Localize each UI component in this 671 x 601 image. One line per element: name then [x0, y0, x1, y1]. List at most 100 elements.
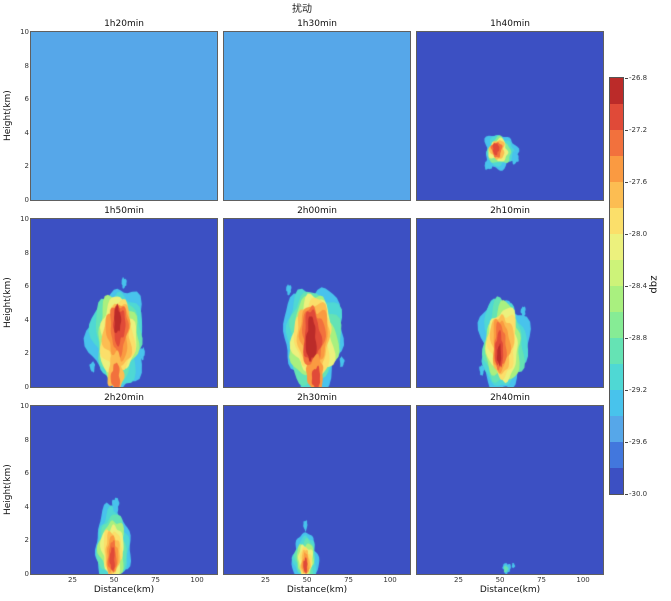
colorbar-tick-label: -29.2: [625, 386, 647, 394]
subplot-title: 2h20min: [104, 393, 144, 403]
y-tick-label: 0: [24, 383, 29, 391]
subplot-field: [31, 219, 217, 387]
subplot-2h00min: 2h00min: [223, 205, 411, 388]
y-tick-label: 8: [24, 248, 29, 257]
subplot-field: [31, 406, 217, 574]
y-tick-label: 4: [24, 315, 29, 324]
x-tick-label: 100: [190, 576, 204, 584]
colorbar-segment: [610, 78, 623, 104]
x-axis-label: Distance(km): [479, 585, 541, 595]
subplot-field: [417, 406, 603, 574]
subplot-title: 1h20min: [104, 19, 144, 29]
x-tick-label: 75: [537, 576, 547, 584]
subplot-field: [417, 219, 603, 387]
colorbar-segment: [610, 182, 623, 208]
colorbar-segment: [610, 442, 623, 468]
subplot-title: 1h40min: [490, 19, 530, 29]
colorbar-label: dbz: [648, 275, 660, 294]
y-tick-label: 6: [24, 282, 29, 291]
colorbar-segment: [610, 468, 623, 494]
subplot-axes: [416, 31, 604, 201]
colorbar-bar: [609, 77, 624, 495]
y-tick-label: 6: [24, 95, 29, 104]
colorbar-tick-label: -28.8: [625, 334, 647, 342]
x-tick-label: 25: [68, 576, 77, 584]
y-tick-label: 10: [20, 402, 29, 410]
colorbar-segment: [610, 390, 623, 416]
colorbar-segment: [610, 130, 623, 156]
y-tick-label: 2: [24, 349, 29, 358]
subplot-field: [224, 32, 410, 200]
y-tick-label: 0: [24, 570, 29, 578]
colorbar-segment: [610, 416, 623, 442]
x-tick-label: 75: [151, 576, 161, 584]
subplot-title: 1h50min: [104, 206, 144, 216]
colorbar-tick-label: -28.0: [625, 230, 647, 238]
x-tick-label: 50: [302, 576, 312, 584]
subplot-axes: [223, 218, 411, 388]
y-tick-label: 8: [24, 61, 29, 70]
colorbar-segment: [610, 286, 623, 312]
subplot-2h40min: 2h40min 25 50 75 100 Distance(km): [416, 392, 604, 595]
colorbar-segment: [610, 156, 623, 182]
x-axis-label: Distance(km): [286, 585, 348, 595]
figure-title: 扰动: [292, 4, 312, 15]
y-tick-label: 2: [24, 536, 29, 545]
subplot-title: 2h00min: [297, 206, 337, 216]
subplot-title: 2h30min: [297, 393, 337, 403]
subplot-axes: [416, 218, 604, 388]
subplot-2h30min: 2h30min 25 50 75 100 Distance(km): [223, 392, 411, 595]
subplot-field: [224, 406, 410, 574]
subplot-field: [31, 32, 217, 200]
colorbar-segment: [610, 104, 623, 130]
subplot-1h30min: 1h30min: [223, 18, 411, 201]
y-tick-label: 10: [20, 28, 29, 36]
x-tick-label: 50: [495, 576, 505, 584]
subplot-title: 2h10min: [490, 206, 530, 216]
x-tick-label: 100: [576, 576, 590, 584]
y-axis-label: Height(km): [3, 464, 13, 516]
colorbar-tick-label: -26.8: [625, 74, 647, 82]
x-tick-label: 50: [109, 576, 119, 584]
y-tick-label: 4: [24, 128, 29, 137]
y-tick-label: 2: [24, 162, 29, 171]
colorbar: -26.8 -27.2 -27.6 -28.0 -28.4 -28.8 -29.2 -29.6…: [604, 17, 661, 601]
figure-body: 1h20min 0 2 4 6 8 10 Height(km) 1h30min 1h40min 1h…: [0, 17, 671, 601]
subplot-title: 2h40min: [490, 393, 530, 403]
x-tick-label: 75: [344, 576, 354, 584]
colorbar-tick-label: -27.2: [625, 126, 647, 134]
subplot-field: [417, 32, 603, 200]
x-axis-label: Distance(km): [93, 585, 155, 595]
y-tick-label: 4: [24, 502, 29, 511]
y-axis-label: Height(km): [3, 90, 13, 142]
y-tick-label: 6: [24, 469, 29, 478]
subplot-axes: 0 2 4 6 8 10 Height(km): [3, 215, 218, 391]
panel-grid: 1h20min 0 2 4 6 8 10 Height(km) 1h30min 1h40min 1h…: [3, 18, 604, 595]
colorbar-tick-label: -29.6: [625, 438, 647, 446]
y-tick-label: 10: [20, 215, 29, 223]
colorbar-tick-labels: -26.8 -27.2 -27.6 -28.0 -28.4 -28.8 -29.2 -29.6…: [625, 74, 659, 498]
colorbar-tick-label: -28.4: [625, 282, 647, 290]
colorbar-segment: [610, 312, 623, 338]
subplot-axes: 0 2 4 6 8 10 Height(km): [3, 28, 218, 204]
colorbar-tick-label: -30.0: [625, 490, 647, 498]
colorbar-segment: [610, 364, 623, 390]
y-tick-label: 0: [24, 196, 29, 204]
colorbar-tick-label: -27.6: [625, 178, 647, 186]
subplot-2h10min: 2h10min: [416, 205, 604, 388]
subplot-2h20min: 2h20min 0 2 4 6 8 10 Height(km) 25 50 75 100 Distanc…: [3, 392, 218, 595]
subplot-axes: [223, 31, 411, 201]
colorbar-segment: [610, 338, 623, 364]
colorbar-segment: [610, 234, 623, 260]
subplot-axes: 25 50 75 100 Distance(km): [416, 405, 604, 595]
subplot-field: [224, 219, 410, 387]
subplot-1h40min: 1h40min: [416, 18, 604, 201]
subplot-1h50min: 1h50min 0 2 4 6 8 10 Height(km): [3, 205, 218, 391]
subplot-axes: 0 2 4 6 8 10 Height(km) 25 50 75 100 Distance(km): [3, 402, 218, 595]
x-tick-label: 25: [261, 576, 270, 584]
subplot-1h20min: 1h20min 0 2 4 6 8 10 Height(km): [3, 18, 218, 204]
colorbar-segment: [610, 208, 623, 234]
x-tick-label: 100: [383, 576, 397, 584]
x-tick-label: 25: [454, 576, 463, 584]
